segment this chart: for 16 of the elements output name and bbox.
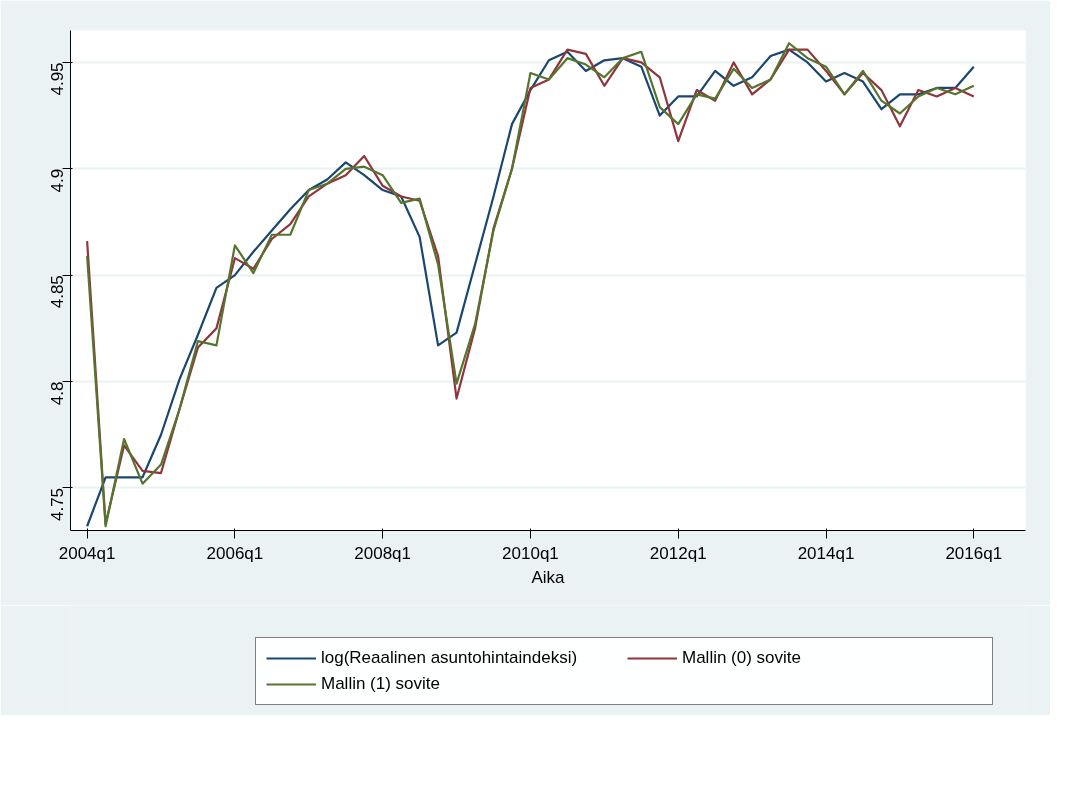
x-axis-title: Aika bbox=[531, 567, 566, 587]
x-tick-label: 2004q1 bbox=[58, 543, 116, 563]
y-tick-label: 4.95 bbox=[48, 62, 68, 96]
x-tick-label: 2016q1 bbox=[945, 543, 1003, 563]
y-tick-label: 4.85 bbox=[48, 275, 68, 309]
y-tick-label: 4.8 bbox=[48, 381, 68, 406]
x-tick-label: 2008q1 bbox=[354, 543, 412, 563]
x-tick-label: 2012q1 bbox=[649, 543, 707, 563]
x-tick-label: 2010q1 bbox=[502, 543, 559, 563]
legend-label: Mallin (1) sovite bbox=[321, 674, 442, 694]
y-tick-label: 4.9 bbox=[48, 168, 68, 193]
y-tick-label: 4.75 bbox=[48, 487, 68, 522]
x-tick-label: 2006q1 bbox=[206, 543, 264, 563]
x-tick-label: 2014q1 bbox=[797, 543, 855, 563]
legend-label: log(Reaalinen asuntohintaindeksi) bbox=[321, 648, 579, 668]
legend-label: Mallin (0) sovite bbox=[682, 648, 803, 668]
